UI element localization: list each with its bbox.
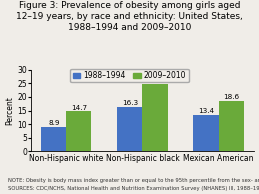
Bar [193, 115, 219, 151]
Text: 24.8: 24.8 [147, 77, 163, 83]
Bar [66, 111, 91, 151]
Text: 16.3: 16.3 [122, 100, 138, 106]
Text: SOURCES: CDC/NCHS, National Health and Nutrition Examination Survey (NHANES) III: SOURCES: CDC/NCHS, National Health and N… [8, 186, 259, 191]
Text: NOTE: Obesity is body mass index greater than or equal to the 95th percentile fr: NOTE: Obesity is body mass index greater… [8, 178, 259, 183]
Bar [117, 107, 142, 151]
Text: 14.7: 14.7 [71, 105, 87, 111]
Bar [219, 101, 244, 151]
Text: 13.4: 13.4 [198, 108, 214, 114]
Text: 8.9: 8.9 [48, 120, 60, 126]
Bar [41, 127, 66, 151]
Y-axis label: Percent: Percent [5, 96, 15, 125]
Bar [142, 84, 168, 151]
Text: 18.6: 18.6 [223, 94, 239, 100]
Legend: 1988–1994, 2009–2010: 1988–1994, 2009–2010 [70, 69, 189, 82]
Text: Figure 3: Prevalence of obesity among girls aged
12–19 years, by race and ethnic: Figure 3: Prevalence of obesity among gi… [16, 1, 243, 32]
